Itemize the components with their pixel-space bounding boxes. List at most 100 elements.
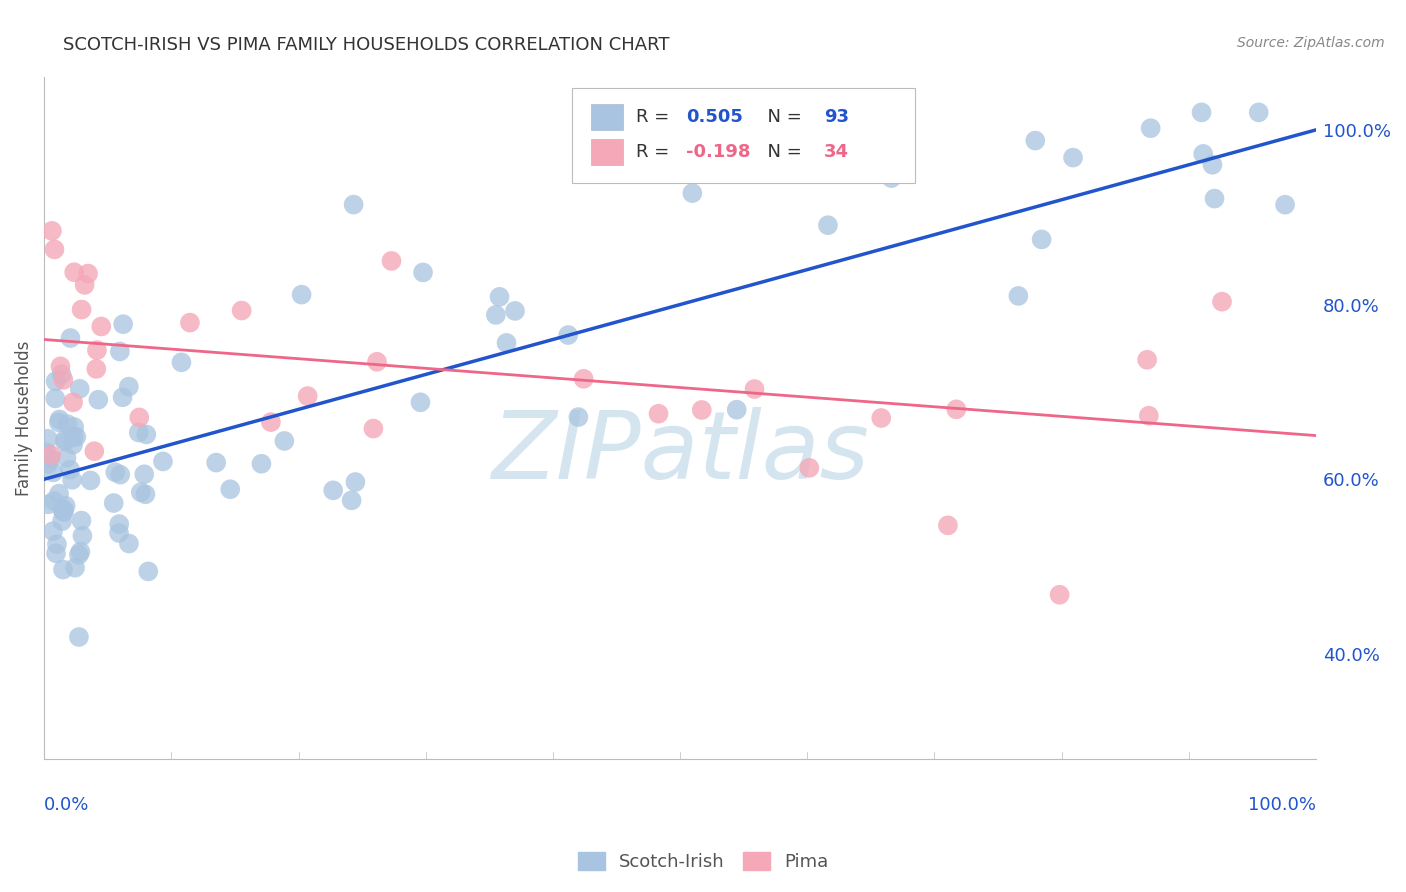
Point bbox=[39, 451, 62, 466]
Point bbox=[1191, 105, 1213, 120]
Point bbox=[62, 395, 84, 409]
Point bbox=[1137, 409, 1160, 423]
Point bbox=[39, 448, 62, 462]
Point bbox=[90, 319, 112, 334]
Point bbox=[73, 277, 96, 292]
Text: R =: R = bbox=[636, 144, 675, 161]
Point bbox=[170, 355, 193, 369]
Text: 0.0%: 0.0% bbox=[44, 797, 90, 814]
Point bbox=[53, 433, 76, 447]
Point bbox=[103, 496, 125, 510]
Point bbox=[62, 430, 84, 444]
Point bbox=[1062, 151, 1084, 165]
Point bbox=[409, 395, 432, 409]
Text: 0.505: 0.505 bbox=[686, 108, 744, 126]
Point bbox=[108, 526, 131, 541]
Point bbox=[67, 630, 90, 644]
Text: SCOTCH-IRISH VS PIMA FAMILY HOUSEHOLDS CORRELATION CHART: SCOTCH-IRISH VS PIMA FAMILY HOUSEHOLDS C… bbox=[63, 36, 669, 54]
Point bbox=[340, 493, 363, 508]
Text: N =: N = bbox=[756, 144, 808, 161]
Point bbox=[52, 373, 75, 387]
Text: 34: 34 bbox=[824, 144, 849, 161]
Point bbox=[485, 308, 508, 322]
Point bbox=[136, 565, 159, 579]
Text: N =: N = bbox=[756, 108, 808, 126]
Point bbox=[647, 407, 669, 421]
Point bbox=[799, 460, 821, 475]
Point bbox=[111, 390, 134, 404]
Point bbox=[51, 367, 73, 381]
Point bbox=[342, 197, 364, 211]
Point bbox=[1204, 192, 1226, 206]
Point bbox=[55, 450, 77, 465]
Point bbox=[63, 420, 86, 434]
Point bbox=[42, 494, 65, 508]
Point bbox=[44, 392, 66, 406]
Point bbox=[79, 474, 101, 488]
Point bbox=[1136, 352, 1159, 367]
Point bbox=[1031, 232, 1053, 246]
Point bbox=[744, 382, 766, 396]
Point bbox=[231, 303, 253, 318]
Point bbox=[557, 328, 579, 343]
Point bbox=[52, 505, 75, 519]
Text: R =: R = bbox=[636, 108, 675, 126]
Point bbox=[870, 411, 893, 425]
Text: ZIPatlas: ZIPatlas bbox=[491, 407, 869, 498]
Point bbox=[936, 518, 959, 533]
Point bbox=[495, 335, 517, 350]
Point bbox=[42, 524, 65, 539]
Point bbox=[59, 462, 82, 476]
Point bbox=[52, 502, 75, 516]
Y-axis label: Family Households: Family Households bbox=[15, 341, 32, 496]
Point bbox=[83, 444, 105, 458]
Point bbox=[1007, 289, 1029, 303]
Point bbox=[55, 499, 77, 513]
Point bbox=[567, 410, 589, 425]
Text: 93: 93 bbox=[824, 108, 849, 126]
Point bbox=[49, 359, 72, 374]
Point bbox=[134, 467, 156, 482]
Point bbox=[48, 412, 70, 426]
Point bbox=[65, 430, 87, 444]
Point bbox=[56, 417, 79, 432]
Point bbox=[70, 302, 93, 317]
Point bbox=[37, 497, 59, 511]
Point bbox=[72, 529, 94, 543]
Point bbox=[1211, 294, 1233, 309]
Point bbox=[70, 514, 93, 528]
Point bbox=[1024, 134, 1046, 148]
Point bbox=[572, 372, 595, 386]
Point bbox=[134, 487, 156, 501]
Point bbox=[1049, 588, 1071, 602]
Point bbox=[35, 445, 58, 459]
Point bbox=[681, 186, 703, 200]
Point bbox=[128, 410, 150, 425]
Point bbox=[53, 434, 76, 449]
Point bbox=[112, 317, 135, 331]
Point bbox=[488, 290, 510, 304]
Point bbox=[260, 415, 283, 429]
Point bbox=[118, 536, 141, 550]
FancyBboxPatch shape bbox=[591, 139, 623, 165]
Legend: Scotch-Irish, Pima: Scotch-Irish, Pima bbox=[571, 845, 835, 879]
Point bbox=[108, 516, 131, 531]
Point bbox=[51, 514, 73, 528]
Point bbox=[52, 503, 75, 517]
Point bbox=[344, 475, 367, 489]
Point bbox=[297, 389, 319, 403]
Point bbox=[322, 483, 344, 498]
Point bbox=[110, 467, 132, 482]
Point bbox=[1201, 158, 1223, 172]
Point bbox=[48, 415, 70, 429]
Point bbox=[363, 421, 385, 435]
Point bbox=[48, 486, 70, 500]
Point bbox=[880, 171, 903, 186]
Point bbox=[366, 355, 388, 369]
Point bbox=[62, 438, 84, 452]
Point bbox=[37, 457, 59, 471]
Point bbox=[41, 224, 63, 238]
Point bbox=[46, 537, 69, 551]
Point bbox=[503, 304, 526, 318]
Point bbox=[817, 218, 839, 232]
